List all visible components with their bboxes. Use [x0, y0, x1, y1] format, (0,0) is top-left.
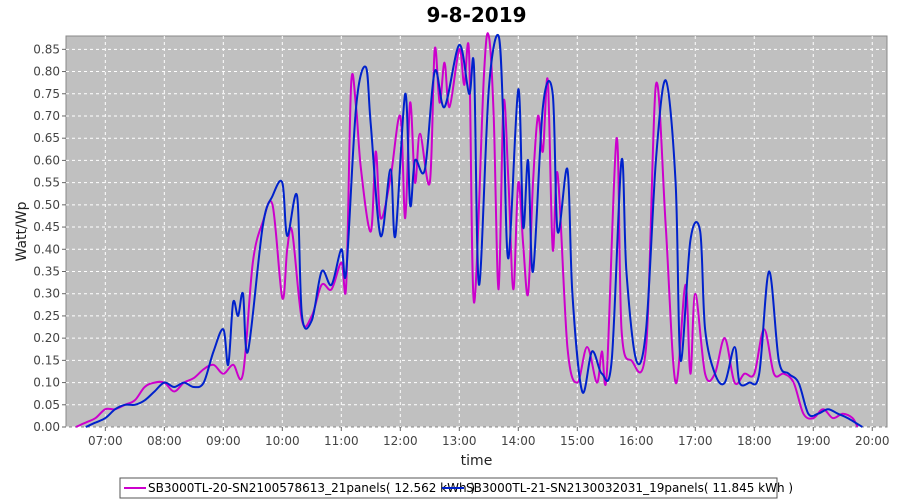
legend-label-1: SB3000TL-20-SN2100578613_21panels( 12.56… — [148, 481, 475, 495]
x-tick-label: 08:00 — [147, 434, 182, 448]
y-tick-label: 0.10 — [33, 376, 60, 390]
y-tick-label: 0.20 — [33, 331, 60, 345]
x-tick-label: 20:00 — [855, 434, 890, 448]
x-tick-label: 10:00 — [265, 434, 300, 448]
x-tick-label: 15:00 — [560, 434, 595, 448]
x-axis-ticks: 07:00 08:00 09:00 10:00 11:00 12:00 13:00 14:00… — [88, 427, 890, 448]
y-axis-label: Watt/Wp — [14, 201, 30, 261]
x-tick-label: 14:00 — [501, 434, 536, 448]
y-tick-label: 0.30 — [33, 287, 60, 301]
y-tick-label: 0.40 — [33, 242, 60, 256]
series-line-1 — [75, 32, 859, 428]
y-tick-label: 0.80 — [33, 65, 60, 79]
y-axis-ticks: 0.00 0.05 0.10 0.15 0.20 0.25 0.30 0.35 0.40 0.45… — [33, 42, 66, 434]
x-tick-label: 12:00 — [383, 434, 418, 448]
y-tick-label: 0.55 — [33, 176, 60, 190]
chart-title: 9-8-2019 — [426, 3, 526, 27]
y-tick-label: 0.70 — [33, 109, 60, 123]
y-tick-label: 0.45 — [33, 220, 60, 234]
y-tick-label: 0.15 — [33, 353, 60, 367]
x-tick-label: 07:00 — [88, 434, 123, 448]
x-tick-label: 18:00 — [737, 434, 772, 448]
x-tick-label: 16:00 — [619, 434, 654, 448]
y-tick-label: 0.25 — [33, 309, 60, 323]
x-tick-label: 09:00 — [206, 434, 241, 448]
series-line-2 — [85, 33, 863, 428]
x-axis-label: time — [461, 453, 493, 469]
y-tick-label: 0.60 — [33, 153, 60, 167]
x-tick-label: 19:00 — [796, 434, 831, 448]
y-tick-label: 0.75 — [33, 87, 60, 101]
x-tick-label: 11:00 — [324, 434, 359, 448]
x-tick-label: 17:00 — [678, 434, 713, 448]
series-lines — [75, 32, 863, 428]
y-tick-label: 0.35 — [33, 264, 60, 278]
y-tick-label: 0.50 — [33, 198, 60, 212]
legend: SB3000TL-20-SN2100578613_21panels( 12.56… — [119, 477, 793, 499]
y-tick-label: 0.00 — [33, 420, 60, 434]
legend-label-2: SB3000TL-21-SN2130032031_19panels( 11.84… — [466, 481, 793, 495]
y-tick-label: 0.65 — [33, 131, 60, 145]
x-tick-label: 13:00 — [442, 434, 477, 448]
y-tick-label: 0.05 — [33, 398, 60, 412]
y-tick-label: 0.85 — [33, 42, 60, 56]
